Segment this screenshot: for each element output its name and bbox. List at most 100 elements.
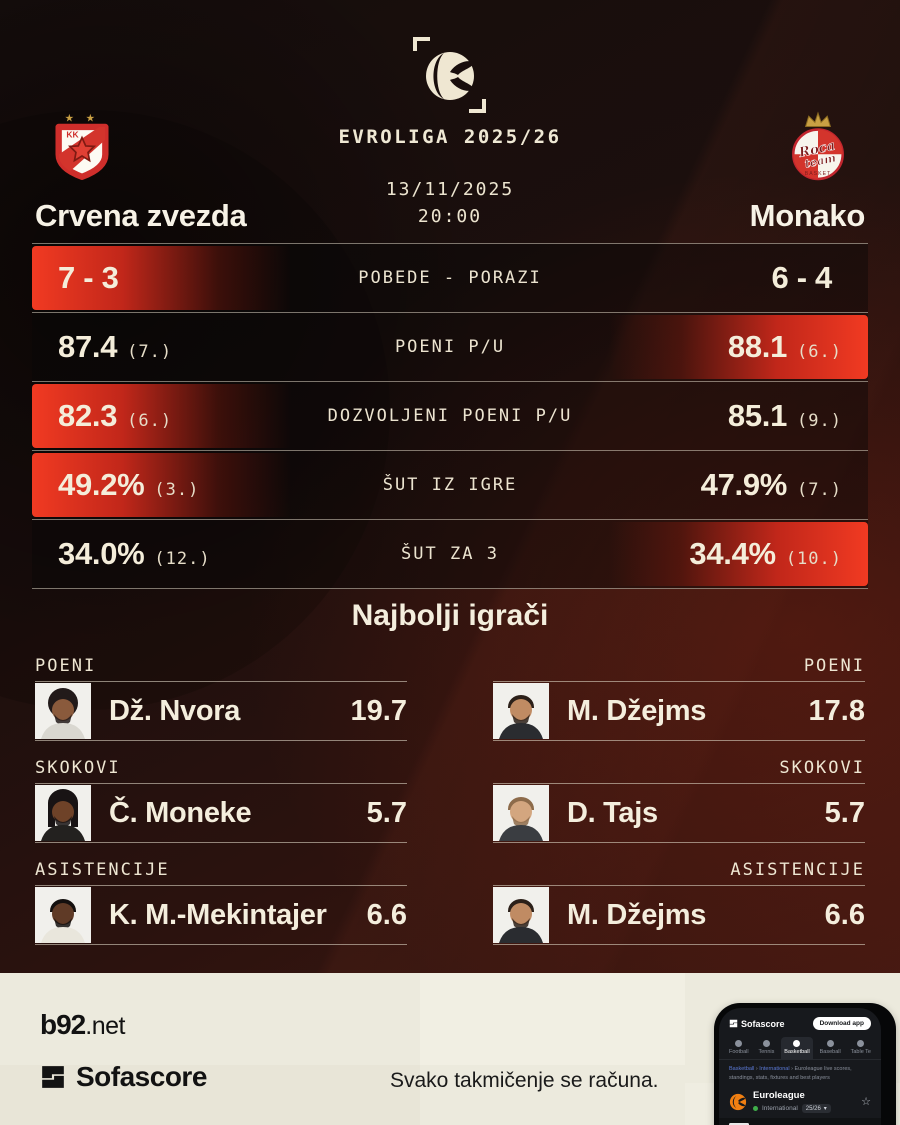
player-row: K. M.-Mekintajer 6.6 [35,885,407,945]
player-stat-value: 6.6 [366,898,407,931]
stat-label: POBEDE - PORAZI [358,268,542,288]
breadcrumb-link[interactable]: Basketball [729,1066,755,1072]
best-player-card: SKOKOVI D. Tajs 5.7 [493,758,865,843]
away-stat-rank: (6.) [797,342,842,362]
footer-patch [420,973,685,1065]
player-category-label: ASISTENCIJE [35,860,170,880]
best-player-card: POENI Dž. Nvora 19.7 [35,656,407,741]
breadcrumb-separator: › [791,1066,793,1072]
b92-logo: b92.net [40,1009,125,1041]
phone-mockup: Sofascore Download app Football Tennis B… [714,1003,896,1125]
footer: b92.net Sofascore Svako takmičenje se ra… [0,973,900,1125]
player-photo [35,683,91,739]
euroleague-logo [413,37,486,113]
home-best-players-column: POENI Dž. Nvora 19.7 SKOKOVI Č. Moneke 5… [35,656,407,962]
away-best-players-column: POENI M. Džejms 17.8 SKOKOVI D. Tajs 5.7… [493,656,865,962]
player-stat-value: 5.7 [366,796,407,829]
home-stat-value: 49.2% [58,467,145,502]
crest-initials: KK [66,130,79,140]
euroleague-mini-logo [729,1093,747,1110]
player-stat-value: 19.7 [350,694,407,727]
sport-tab-tennis[interactable]: Tennis [755,1037,777,1059]
sport-tab-baseball[interactable]: Baseball [817,1037,844,1059]
away-team-name: Monako [749,198,866,233]
player-row: D. Tajs 5.7 [493,783,865,843]
sport-tab-basketball[interactable]: Basketball [781,1037,813,1059]
crest-script-team: team [803,150,837,170]
home-team-crest: ★ ★ KK [55,113,109,180]
sofascore-wordmark: Sofascore [76,1061,207,1092]
player-category-label: SKOKOVI [779,758,865,778]
away-stat-value: 88.1 [727,329,788,364]
international-icon [753,1106,758,1112]
away-stat-rank: (7.) [797,480,842,500]
away-team-crest: Roca team BASKET [792,111,844,181]
favorite-star-icon[interactable]: ☆ [861,1096,871,1109]
player-row: Dž. Nvora 19.7 [35,681,407,741]
tennis-icon [762,1040,770,1047]
phone-breadcrumb: Basketball › International › Euroleague … [719,1060,881,1084]
basketball-icon [793,1040,801,1047]
player-row: M. Džejms 6.6 [493,885,865,945]
sofascore-logo: Sofascore [40,1061,207,1093]
competition-title: EVROLIGA 2025/26 [338,126,562,148]
player-name: Č. Moneke [109,796,252,829]
away-stat-rank: (9.) [797,411,842,431]
baseball-icon [826,1040,834,1047]
best-player-card: ASISTENCIJE M. Džejms 6.6 [493,860,865,945]
player-photo [35,887,91,943]
player-photo [493,683,549,739]
away-stat-value: 47.9% [700,467,788,502]
b92-logo-text: b92 [40,1009,86,1040]
home-stat-value: 34.0% [58,536,145,571]
home-stat-rank: (7.) [127,342,173,362]
phone-sport-tabs: Football Tennis Basketball Baseball Tabl… [719,1035,881,1060]
team-stats-table: 7 - 3 POBEDE - PORAZI 6 - 4 87.4 (7.) POE… [32,243,868,589]
player-photo [493,785,549,841]
best-players-title: Najbolji igrači [351,599,549,632]
player-category-label: ASISTENCIJE [730,860,865,880]
football-icon [735,1040,743,1047]
stat-row-three-point-pct: 34.0% (12.) ŠUT ZA 3 34.4% (10.) [32,519,868,589]
player-name: M. Džejms [567,694,707,727]
download-app-button[interactable]: Download app [812,1017,871,1030]
stat-label: ŠUT ZA 3 [401,544,499,564]
player-stat-value: 6.6 [824,898,865,931]
b92-logo-suffix: .net [85,1012,125,1040]
player-name: Dž. Nvora [109,694,241,727]
sport-tab-football[interactable]: Football [726,1037,752,1059]
home-stat-rank: (3.) [154,480,200,500]
away-stat-rank: (10.) [785,549,842,569]
player-name: D. Tajs [567,796,658,829]
season-timeline: 30 Sept 25 May [719,1118,881,1125]
away-stat-value: 6 - 4 [771,260,832,295]
league-name: Euroleague [753,1090,805,1102]
player-category-label: POENI [35,656,97,676]
match-time: 20:00 [417,206,483,227]
player-row: M. Džejms 17.8 [493,681,865,741]
crest-basket-label: BASKET [805,171,831,177]
stat-row-wins-losses: 7 - 3 POBEDE - PORAZI 6 - 4 [32,243,868,312]
phone-league-header: Euroleague International 25/26 ▾ ☆ [719,1084,881,1118]
player-row: Č. Moneke 5.7 [35,783,407,843]
home-stat-value: 82.3 [58,398,118,433]
player-category-label: SKOKOVI [35,758,121,778]
league-region: International [762,1105,798,1113]
home-stat-value: 7 - 3 [58,260,119,295]
stat-row-points-per-game: 87.4 (7.) POENI P/U 88.1 (6.) [32,312,868,381]
phone-app-name: Sofascore [741,1018,785,1029]
home-stat-rank: (6.) [127,411,173,431]
table-tennis-icon [857,1040,865,1047]
stat-row-points-allowed: 82.3 (6.) DOZVOLJENI POENI P/U 85.1 (9.) [32,381,868,450]
chevron-down-icon: ▾ [823,1106,827,1113]
player-photo [493,887,549,943]
away-stat-value: 85.1 [727,398,788,433]
best-player-card: ASISTENCIJE K. M.-Mekintajer 6.6 [35,860,407,945]
season-selector[interactable]: 25/26 ▾ [801,1104,831,1114]
home-stat-value: 87.4 [58,329,118,364]
breadcrumb-link[interactable]: International [759,1066,790,1072]
away-stat-value: 34.4% [689,536,776,571]
phone-sofascore-logo: Sofascore [729,1019,785,1029]
sport-tab-table-tennis[interactable]: Table Te [848,1037,874,1059]
